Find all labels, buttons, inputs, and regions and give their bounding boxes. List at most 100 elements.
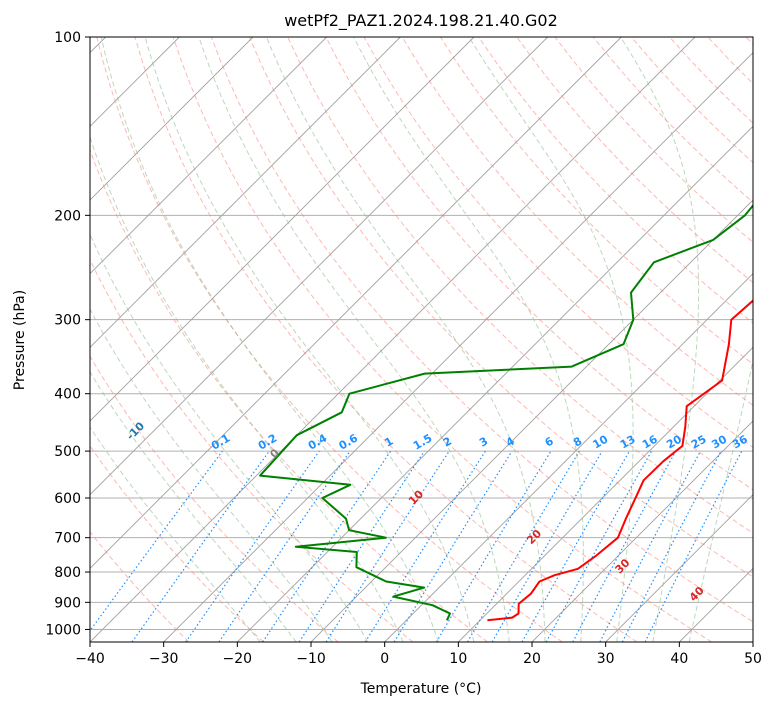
moist-adiabat-line [198, 37, 510, 642]
dry-adiabat-line [669, 37, 753, 124]
x-tick-label: 50 [744, 651, 762, 667]
moist-adiabat-line [90, 233, 369, 642]
mixing-ratio-line [644, 450, 743, 642]
y-tick-label: 200 [54, 208, 81, 224]
y-tick-label: 300 [54, 313, 81, 329]
dry-adiabat-line [90, 258, 414, 642]
mixing-ratio-lines [90, 450, 743, 642]
y-tick-label: 1000 [45, 622, 81, 638]
x-tick-label: 20 [523, 651, 541, 667]
dry-adiabat-line [745, 37, 753, 45]
moist-adiabat-line [468, 37, 634, 642]
dry-adiabat-line [707, 37, 753, 85]
x-axis-label: Temperature (°C) [360, 681, 482, 697]
mixing-ratio-line [90, 450, 223, 632]
dry-adiabat-line [325, 37, 753, 491]
mixing-ratio-line [298, 450, 425, 642]
x-tick-label: 30 [597, 651, 615, 667]
mixing-ratio-line [218, 450, 351, 642]
dry-adiabat-line [210, 37, 753, 623]
isotherm-lines [90, 37, 753, 642]
mixing-ratio-label: 36 [730, 432, 750, 451]
dry-adiabat-line [363, 37, 753, 448]
x-tick-label: −20 [223, 651, 253, 667]
line-labels: -100-90-80-70-60-50-40-30-20-100.10.20.4… [124, 419, 750, 604]
dry-adiabat-line [90, 148, 488, 642]
moist-adiabat-line [266, 37, 546, 642]
x-axis-ticks: −40 −30 −20 −10 0 10 20 30 40 50 [75, 642, 762, 667]
isotherm-line [384, 273, 753, 642]
dry-adiabat-line [554, 37, 753, 243]
moist-adiabat-line [620, 37, 700, 642]
dry-adiabat-line [96, 37, 563, 642]
moist-adiabat-line [90, 426, 261, 642]
isotherm-line [310, 199, 753, 642]
dry-adiabat-line [90, 445, 264, 642]
y-tick-label: 700 [54, 531, 81, 547]
x-tick-label: −10 [296, 651, 326, 667]
y-tick-label: 900 [54, 595, 81, 611]
mixing-ratio-line [325, 450, 450, 642]
mixing-ratio-label: 16 [640, 432, 660, 451]
mixing-ratio-label: 25 [689, 433, 709, 452]
dry-adiabat-line [134, 37, 638, 642]
isotherm-line [90, 37, 475, 422]
dry-adiabat-line [90, 355, 339, 642]
isotherm-line [237, 125, 753, 642]
isotherm-line [531, 420, 753, 642]
moist-adiabat-line [353, 37, 584, 642]
dry-adiabat-line [439, 37, 753, 365]
isotherm-line [163, 52, 753, 642]
moist-adiabat-line [100, 37, 439, 642]
isotherm-line [90, 37, 548, 496]
mixing-ratio-label: 1.5 [411, 432, 434, 453]
isotherm-line [90, 37, 327, 275]
dry-adiabat-line [90, 531, 190, 642]
mixing-ratio-line [393, 450, 513, 642]
mixing-ratio-line [364, 450, 486, 642]
moist-adiabat-lines [90, 37, 753, 642]
moist-adiabat-line [90, 135, 404, 642]
isotherm-line [679, 567, 753, 642]
y-tick-label: 500 [54, 444, 81, 460]
isotherm-line [90, 37, 254, 201]
temperature-profile-line [487, 299, 753, 622]
isotherm-line [90, 37, 696, 642]
isotherm-line [605, 494, 753, 642]
plot-frame [89, 36, 754, 643]
y-axis-ticks: 100 200 300 400 500 600 700 800 900 1000 [45, 30, 90, 638]
mixing-ratio-label: 30 [709, 432, 729, 451]
mixing-ratio-line [621, 450, 722, 642]
x-tick-label: −30 [149, 651, 179, 667]
profile-lines [259, 204, 753, 622]
mixing-ratio-line [572, 450, 677, 642]
mixing-ratio-label: 3 [477, 435, 490, 450]
x-tick-label: −40 [75, 651, 105, 667]
y-tick-label: 100 [54, 30, 81, 46]
y-axis-label: Pressure (hPa) [12, 290, 28, 390]
x-tick-label: 0 [380, 651, 389, 667]
mixing-ratio-label: 20 [664, 432, 684, 451]
x-tick-label: 10 [449, 651, 467, 667]
mixing-ratio-label: 13 [618, 433, 638, 452]
mixing-ratio-line [262, 450, 392, 642]
mixing-ratio-label: 6 [543, 434, 556, 449]
isotherm-line [90, 37, 622, 569]
moist-adiabat-line [688, 358, 753, 642]
isotherm-line [458, 346, 753, 642]
mixing-ratio-line [521, 450, 631, 642]
chart-title: wetPf2_PAZ1.2024.198.21.40.G02 [284, 11, 558, 31]
mixing-ratio-line [545, 450, 653, 642]
dewpoint-profile-line [259, 204, 753, 621]
pressure-gridlines [90, 37, 753, 630]
plot-area: -100-90-80-70-60-50-40-30-20-100.10.20.4… [90, 37, 753, 642]
x-tick-label: 40 [670, 651, 688, 667]
dry-adiabat-line [249, 37, 753, 578]
mixing-ratio-label: 10 [591, 432, 611, 451]
moist-adiabat-label: 30 [613, 556, 633, 576]
dry-adiabat-lines [90, 37, 753, 642]
mixing-ratio-line [185, 450, 320, 642]
mixing-ratio-label: 1 [382, 435, 395, 450]
mixing-ratio-line [131, 450, 270, 642]
